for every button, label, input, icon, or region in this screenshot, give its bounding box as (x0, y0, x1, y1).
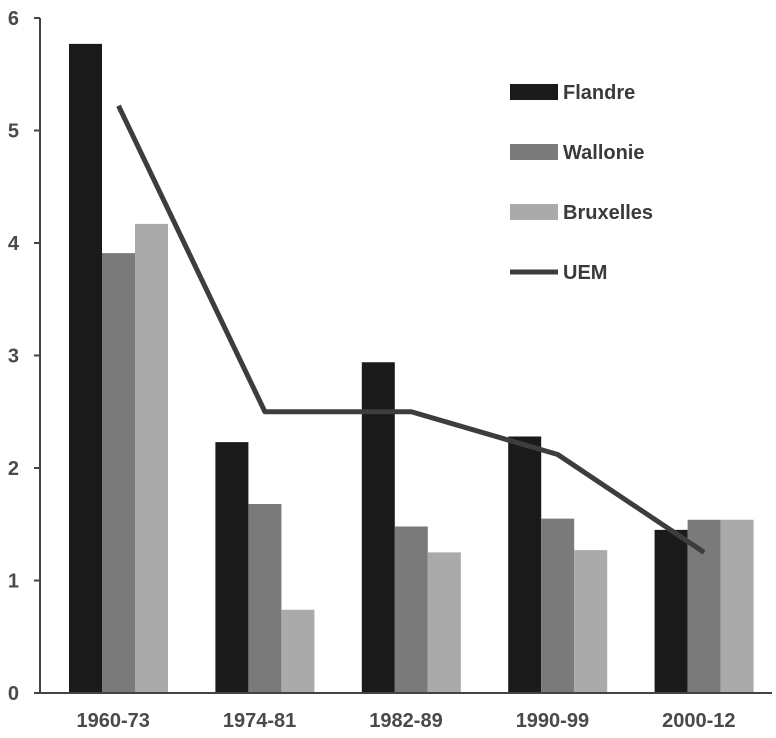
y-tick-label: 4 (8, 233, 20, 255)
bar-flandre-2000-12 (654, 529, 688, 693)
x-tick-label: 2000-12 (662, 710, 735, 732)
y-tick-label: 6 (8, 8, 19, 30)
y-ticks: 0 1 2 3 4 5 6 (8, 8, 40, 705)
x-tick-label: 1990-99 (516, 710, 589, 732)
bar-flandre-1960-73 (69, 43, 102, 693)
bar-bruxelles-1974-81 (281, 609, 315, 693)
bar-bruxelles-2000-12 (720, 519, 754, 693)
y-tick-label: 5 (8, 121, 19, 143)
y-tick-label: 3 (8, 346, 19, 368)
legend-label-uem: UEM (563, 262, 607, 284)
bar-wallonie-1960-73 (102, 253, 135, 693)
legend-label-bruxelles: Bruxelles (563, 202, 653, 224)
legend: Flandre Wallonie Bruxelles UEM (510, 82, 653, 284)
line-layer (116, 104, 706, 555)
bar-wallonie-1974-81 (248, 504, 282, 693)
bar-flandre-1974-81 (215, 442, 249, 693)
x-tick-label: 1974-81 (223, 710, 296, 732)
y-tick-label: 2 (8, 458, 19, 480)
bar-bruxelles-1990-99 (574, 550, 608, 693)
legend-label-flandre: Flandre (563, 82, 635, 104)
x-tick-label: 1960-73 (76, 710, 149, 732)
legend-swatch-wallonie (510, 144, 558, 160)
bar-bruxelles-1960-73 (135, 223, 168, 693)
bar-wallonie-1990-99 (541, 518, 575, 693)
line-uem (116, 104, 706, 555)
y-tick-label: 1 (8, 571, 19, 593)
bar-bruxelles-1982-89 (427, 552, 461, 693)
x-ticks: 1960-73 1974-81 1982-89 1990-99 2000-12 (76, 710, 735, 732)
bar-wallonie-2000-12 (687, 519, 721, 693)
bar-flandre-1982-89 (361, 362, 395, 693)
x-tick-label: 1982-89 (369, 710, 442, 732)
bar-wallonie-1982-89 (394, 526, 428, 693)
bar-flandre-1990-99 (508, 436, 542, 693)
y-tick-label: 0 (8, 683, 19, 705)
legend-swatch-bruxelles (510, 204, 558, 220)
legend-swatch-flandre (510, 84, 558, 100)
bars-group (69, 43, 754, 693)
legend-label-wallonie: Wallonie (563, 142, 644, 164)
